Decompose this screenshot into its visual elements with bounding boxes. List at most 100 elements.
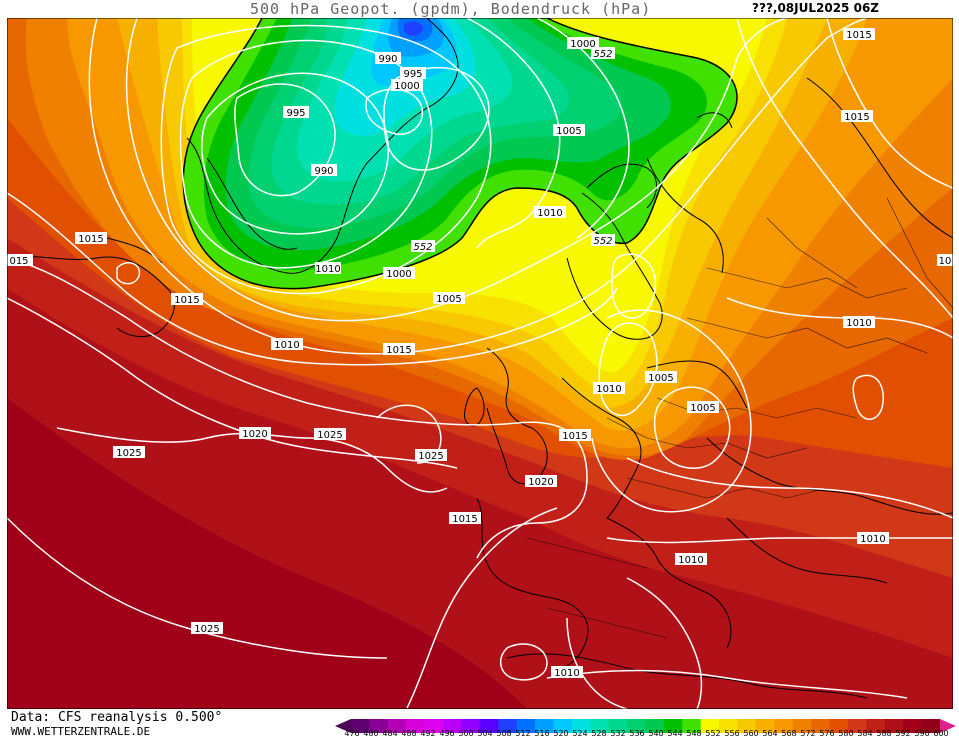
isobar-label: 1010 — [551, 666, 583, 679]
isobar-label: 1025 — [314, 428, 346, 441]
legend-swatch — [737, 719, 757, 733]
legend-swatch — [461, 719, 481, 733]
isobar-label: 1010 — [271, 338, 303, 351]
legend-swatch — [847, 719, 867, 733]
isobar-label: 990 — [375, 52, 401, 65]
isobar-label: 10 — [937, 254, 953, 267]
legend-swatch — [369, 719, 389, 733]
legend-tick-label: 596 — [914, 729, 930, 738]
legend-tick-label: 576 — [819, 729, 835, 738]
map-title: 500 hPa Geopot. (gpdm), Bodendruck (hPa) — [250, 0, 652, 18]
geopot-label-552: 552 — [591, 47, 615, 60]
legend-tick-label: 540 — [648, 729, 664, 738]
isobar-label: 1015 — [449, 512, 481, 525]
legend-swatch — [387, 719, 407, 733]
isobar-label: 1020 — [525, 475, 557, 488]
legend-tick-label: 572 — [800, 729, 816, 738]
legend-swatch — [424, 719, 444, 733]
isobar-label: 1005 — [645, 371, 677, 384]
geopot-label-552: 552 — [411, 240, 435, 253]
color-legend — [335, 719, 956, 733]
svg-text:1015: 1015 — [562, 431, 587, 442]
geopot-labels: 552 552 552 — [411, 47, 615, 253]
svg-text:1015: 1015 — [174, 295, 199, 306]
isobar-label: 1015 — [559, 429, 591, 442]
isobar-label: 1010 — [843, 316, 875, 329]
isobar-label: 995 — [400, 67, 426, 80]
isobar-label: 1010 — [675, 553, 707, 566]
legend-tick-label: 536 — [629, 729, 645, 738]
legend-tick-label: 488 — [401, 729, 417, 738]
legend-tick-label: 480 — [363, 729, 379, 738]
legend-tick-label: 568 — [781, 729, 797, 738]
isobar-label: 015 — [7, 254, 33, 267]
isobar-label: 1015 — [383, 343, 415, 356]
isobar-label: 1015 — [171, 293, 203, 306]
legend-tick-label: 580 — [838, 729, 854, 738]
isobar-label: 1015 — [841, 110, 873, 123]
svg-text:1005: 1005 — [556, 126, 581, 137]
data-source-label: Data: CFS reanalysis 0.500° — [11, 710, 223, 725]
svg-text:552: 552 — [413, 242, 432, 253]
legend-tick-label: 548 — [686, 729, 702, 738]
svg-text:552: 552 — [593, 49, 612, 60]
svg-text:1025: 1025 — [418, 451, 443, 462]
svg-text:1025: 1025 — [317, 430, 342, 441]
geopot-label-552: 552 — [591, 234, 615, 247]
svg-text:1010: 1010 — [678, 555, 703, 566]
svg-text:1000: 1000 — [570, 39, 595, 50]
legend-tick-label: 492 — [420, 729, 436, 738]
legend-tick-label: 512 — [515, 729, 531, 738]
svg-text:1005: 1005 — [648, 373, 673, 384]
legend-swatch — [516, 719, 536, 733]
field-508 — [403, 21, 423, 36]
legend-swatch — [663, 719, 683, 733]
legend-swatch — [351, 719, 370, 733]
legend-swatch — [571, 719, 591, 733]
legend-tick-label: 496 — [439, 729, 455, 738]
isobar-label: 1000 — [567, 37, 599, 50]
svg-text:1025: 1025 — [116, 448, 141, 459]
legend-swatch — [866, 719, 886, 733]
legend-tick-label: 556 — [724, 729, 740, 738]
legend-tick-label: 564 — [762, 729, 778, 738]
legend-swatch — [755, 719, 775, 733]
svg-text:1020: 1020 — [242, 429, 267, 440]
isobar-label: 1015 — [75, 232, 107, 245]
legend-swatch — [406, 719, 426, 733]
svg-text:1015: 1015 — [452, 514, 477, 525]
legend-swatch — [535, 719, 554, 733]
svg-text:1010: 1010 — [846, 318, 871, 329]
svg-text:1015: 1015 — [386, 345, 411, 356]
isobar-label: 1025 — [191, 622, 223, 635]
legend-swatch — [608, 719, 628, 733]
svg-text:1000: 1000 — [386, 269, 411, 280]
isobar-label: 1010 — [315, 262, 341, 275]
legend-swatch — [443, 719, 462, 733]
legend-swatch — [498, 719, 518, 733]
svg-text:1015: 1015 — [844, 112, 869, 123]
legend-swatch — [682, 719, 702, 733]
isobars — [7, 18, 953, 709]
svg-text:1015: 1015 — [846, 30, 871, 41]
legend-swatch — [792, 719, 812, 733]
legend-tick-label: 484 — [382, 729, 398, 738]
legend-tick-label: 552 — [705, 729, 721, 738]
svg-text:1005: 1005 — [690, 403, 715, 414]
country-borders — [526, 197, 953, 639]
isobar-label: 1025 — [415, 449, 447, 462]
svg-text:995: 995 — [286, 108, 305, 119]
svg-text:10: 10 — [939, 256, 952, 267]
legend-swatch — [829, 719, 849, 733]
legend-swatch — [553, 719, 573, 733]
legend-tick-label: 524 — [572, 729, 588, 738]
legend-tick-labels: 476 480 484 488 492 496 500 504 508 512 516 520 524 5… — [344, 729, 948, 741]
isobar-label: 1005 — [433, 292, 465, 305]
legend-tick-label: 588 — [876, 729, 892, 738]
weather-map: 990 995 1000 990 995 1000 1005 1000 1010… — [7, 18, 953, 709]
isobar-label: 1005 — [553, 124, 585, 137]
legend-tick-label: 532 — [610, 729, 626, 738]
isobar-label: 1025 — [113, 446, 145, 459]
svg-text:1010: 1010 — [554, 668, 579, 679]
svg-text:1020: 1020 — [528, 477, 553, 488]
